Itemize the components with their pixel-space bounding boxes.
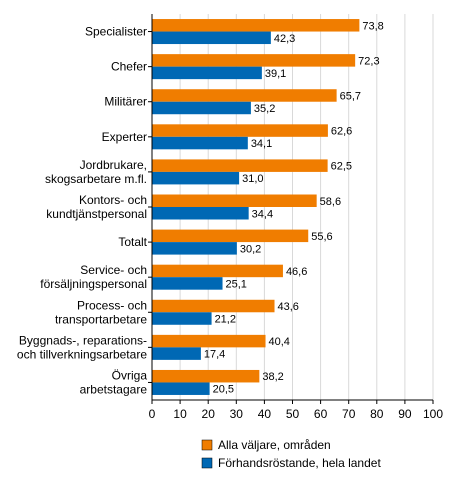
category-label: Jordbrukare, [80, 158, 147, 172]
x-tick-label: 80 [370, 407, 384, 421]
x-tick-label: 60 [314, 407, 328, 421]
data-label: 39,1 [265, 68, 286, 80]
data-label: 73,8 [362, 20, 383, 32]
category-label: Övriga [112, 368, 148, 382]
bar [152, 207, 249, 220]
category-label: och tillverkningsarbetare [17, 347, 147, 361]
bar [152, 66, 262, 80]
data-label: 46,6 [286, 266, 307, 278]
data-label: 65,7 [340, 90, 361, 102]
category-label: Kontors- och [79, 193, 147, 207]
x-tick-label: 20 [202, 407, 216, 421]
bar [152, 136, 248, 150]
data-label: 38,2 [262, 371, 283, 383]
bar [152, 229, 309, 243]
bar [152, 31, 271, 45]
bar [152, 347, 201, 360]
bar [152, 124, 328, 137]
bar [152, 171, 240, 185]
data-label: 20,5 [213, 384, 234, 396]
category-label: Chefer [111, 60, 147, 74]
data-label: 35,2 [254, 103, 275, 115]
data-label: 21,2 [215, 314, 236, 326]
data-label: 25,1 [226, 278, 247, 290]
category-label: Process- och [77, 298, 147, 312]
bar [152, 101, 251, 115]
legend-label: Förhandsröstande, hela landet [218, 456, 381, 470]
data-label: 30,2 [240, 243, 261, 255]
x-tick-label: 50 [286, 407, 300, 421]
x-tick-label: 30 [230, 407, 244, 421]
data-label: 17,4 [204, 349, 225, 361]
bar [152, 89, 337, 102]
bar [152, 369, 260, 383]
data-label: 72,3 [358, 55, 379, 67]
x-axis: 0 10 20 30 40 50 60 70 80 90 100 [148, 14, 443, 421]
bar [152, 277, 223, 290]
x-tick-label: 10 [173, 407, 187, 421]
legend-label: Alla väljare, områden [218, 438, 331, 452]
category-label: Militärer [104, 95, 147, 109]
bar [152, 299, 275, 313]
bar [152, 334, 266, 348]
x-tick-label: 0 [149, 407, 156, 421]
data-label: 62,6 [331, 126, 352, 138]
bar [152, 242, 237, 255]
data-label: 40,4 [269, 336, 290, 348]
data-label: 34,1 [251, 138, 272, 150]
bar [152, 159, 328, 172]
x-tick-label: 70 [342, 407, 356, 421]
category-label: försäljningspersonal [40, 277, 147, 291]
category-labels: Specialister Chefer Militärer Experter Jordb… [17, 25, 148, 397]
bar [152, 312, 212, 325]
legend-swatch [201, 457, 213, 469]
category-label: skogsarbetare m.fl. [45, 172, 147, 186]
category-label: Totalt [118, 235, 147, 249]
category-label: Byggnads-, reparations- [19, 333, 147, 347]
legend: Alla väljare, områden Förhandsröstande, h… [201, 438, 381, 470]
legend-swatch [201, 439, 213, 451]
data-label: 34,4 [252, 208, 273, 220]
bar [152, 264, 283, 278]
bar [152, 382, 210, 395]
data-label: 58,6 [320, 196, 341, 208]
data-label: 55,6 [311, 231, 332, 243]
data-label: 42,3 [274, 33, 295, 45]
category-label: Specialister [85, 25, 147, 39]
bar [152, 19, 360, 32]
x-tick-label: 40 [258, 407, 272, 421]
category-label: transportarbetare [55, 312, 147, 326]
data-label: 43,6 [278, 301, 299, 313]
category-label: Experter [102, 130, 147, 144]
bar [152, 194, 317, 207]
category-label: kundtjänstpersonal [46, 207, 147, 221]
x-tick-label: 90 [398, 407, 412, 421]
data-label: 62,5 [331, 161, 352, 173]
category-label: Service- och [80, 263, 147, 277]
bar [152, 54, 356, 67]
bars: 73,8 42,3 72,3 39,1 65,7 35,2 62,6 34,1 62,5 31,0… [152, 19, 384, 396]
data-label: 31,0 [242, 173, 263, 185]
category-label: arbetstagare [80, 382, 148, 396]
x-tick-label: 100 [423, 407, 443, 421]
